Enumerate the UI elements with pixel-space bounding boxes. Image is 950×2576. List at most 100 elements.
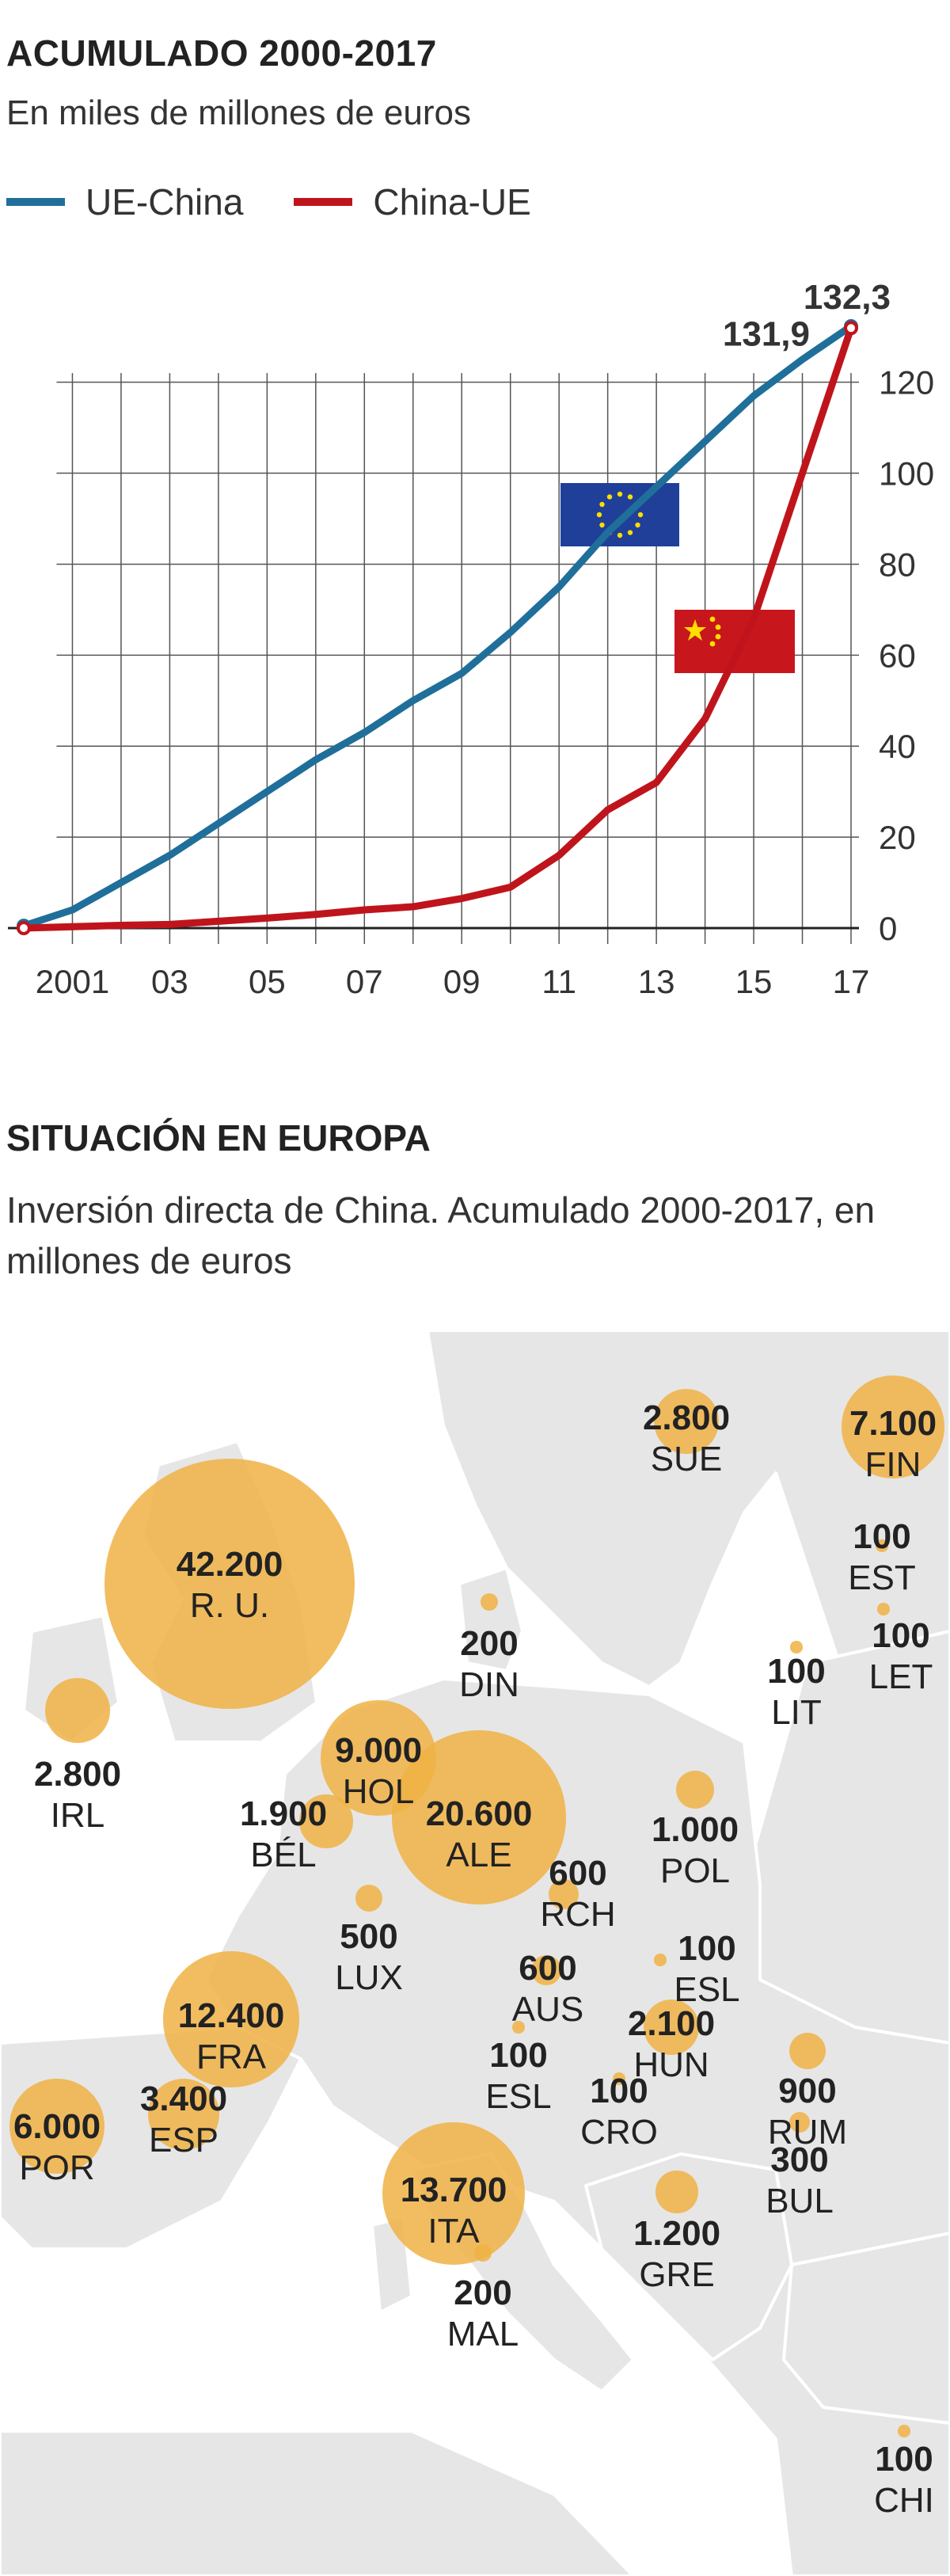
bubble-country-name: HUN bbox=[633, 2045, 709, 2084]
bubble-label-gre: 1.200 GRE bbox=[633, 2213, 720, 2296]
bubble-bel bbox=[299, 1794, 353, 1848]
y-tick-label: 40 bbox=[879, 728, 916, 765]
bubble-cro bbox=[613, 2072, 625, 2085]
bubble-country-name: ALE bbox=[446, 1836, 512, 1874]
map-title: SITUACIÓN EN EUROPA bbox=[6, 1117, 431, 1159]
bubble-country-name: RCH bbox=[540, 1895, 616, 1934]
line-chart: 0 20 40 60 80 100 120 2001 03 05 07 09 11 13 15 17 132… bbox=[8, 278, 934, 1000]
eu-star bbox=[635, 522, 640, 528]
bubble-value: 100 bbox=[590, 2072, 648, 2110]
y-tick-label: 20 bbox=[879, 819, 916, 856]
bubble-country-name: EST bbox=[848, 1558, 916, 1597]
bubble-value: 9.000 bbox=[334, 1731, 423, 1770]
bubble-ru bbox=[104, 1459, 355, 1709]
legend-item-eu-china: UE-China bbox=[6, 181, 243, 223]
bubble-value: 42.200 bbox=[176, 1545, 283, 1584]
legend-label-china-eu: China-UE bbox=[373, 181, 531, 223]
bubble-country-name: LIT bbox=[771, 1693, 822, 1732]
bubble-country-name: GRE bbox=[639, 2255, 715, 2294]
bubble-value: 200 bbox=[454, 2274, 512, 2312]
bubble-country-name: SUE bbox=[650, 1440, 723, 1478]
bubble-value: 3.400 bbox=[139, 2079, 228, 2118]
x-tick-label: 05 bbox=[249, 963, 286, 1000]
turkey-shape bbox=[782, 2232, 950, 2425]
bubble-value: 300 bbox=[770, 2140, 829, 2179]
bubble-value: 500 bbox=[340, 1917, 398, 1956]
bubble-value: 600 bbox=[549, 1854, 607, 1893]
denmark-shape bbox=[458, 1566, 524, 1672]
bubble-ita bbox=[382, 2121, 526, 2266]
map-subtitle: Inversión directa de China. Acumulado 20… bbox=[6, 1189, 876, 1281]
bubble-country-name: MAL bbox=[446, 2315, 519, 2353]
bubble-label-rum: 900 RUM bbox=[768, 2071, 847, 2153]
bubble-rum bbox=[788, 2032, 826, 2070]
bubble-irl bbox=[45, 1678, 110, 1743]
bubble-value: 100 bbox=[872, 1616, 930, 1655]
bubble-gre bbox=[656, 2171, 698, 2213]
bubble-din bbox=[481, 1593, 498, 1611]
bubble-label-mal: 200 MAL bbox=[447, 2273, 519, 2355]
bubble-country-name: R. U. bbox=[189, 1586, 270, 1625]
bubble-let bbox=[877, 1603, 890, 1615]
bubble-hol bbox=[321, 1700, 436, 1816]
north-africa-shape bbox=[0, 2430, 635, 2576]
bubble-label-pol: 1.000 POL bbox=[652, 1809, 739, 1892]
bubble-country-name: POL bbox=[659, 1851, 731, 1890]
bubble-country-name: BÉL bbox=[250, 1836, 317, 1874]
bubble-sue bbox=[654, 1389, 719, 1454]
bubble-country-name: LUX bbox=[335, 1958, 403, 1997]
bubble-hun bbox=[643, 1999, 700, 2056]
bubble-value: 20.600 bbox=[425, 1794, 533, 1833]
bubble-fin bbox=[842, 1376, 944, 1478]
bubble-country-name: ESP bbox=[148, 2121, 219, 2159]
bubble-country-name: IRL bbox=[50, 1796, 105, 1835]
bubble-value: 1.900 bbox=[239, 1794, 328, 1833]
bubble-value: 6.000 bbox=[13, 2107, 101, 2146]
bubble-label-rch: 600 RCH bbox=[540, 1853, 615, 1935]
bubble-label-sue: 2.800 SUE bbox=[643, 1398, 730, 1480]
bubble-label-por: 6.000 POR bbox=[13, 2106, 101, 2189]
eu-star bbox=[627, 494, 633, 500]
eu-star bbox=[596, 512, 602, 518]
bubble-value: 900 bbox=[778, 2072, 837, 2110]
bubble-aus bbox=[531, 1955, 561, 1985]
bubble-value: 200 bbox=[460, 1624, 519, 1663]
bubble-value: 100 bbox=[489, 2036, 548, 2075]
bubble-label-fra: 12.400 FRA bbox=[178, 1996, 285, 2078]
y-tick-label: 60 bbox=[879, 637, 916, 674]
bubble-label-lux: 500 LUX bbox=[335, 1916, 403, 1999]
bubble-value: 600 bbox=[519, 1949, 577, 1988]
bubble-bul bbox=[788, 2111, 811, 2133]
bubble-esp bbox=[148, 2079, 219, 2150]
bubble-label-aus: 600 AUS bbox=[512, 1948, 583, 2030]
bubble-value: 2.800 bbox=[33, 1755, 122, 1794]
y-tick-label: 80 bbox=[879, 546, 916, 583]
bubble-lit bbox=[790, 1641, 803, 1653]
balkans-shape bbox=[584, 2152, 793, 2361]
bubble-country-name: CRO bbox=[580, 2113, 658, 2152]
bubble-value: 100 bbox=[767, 1652, 826, 1691]
bubble-value: 1.200 bbox=[633, 2214, 721, 2253]
bubble-value: 100 bbox=[678, 1929, 736, 1968]
bubble-label-fin: 7.100 FIN bbox=[849, 1403, 937, 1486]
bubble-value: 1.000 bbox=[651, 1810, 739, 1849]
bubble-label-ru: 42.200 R. U. bbox=[177, 1544, 283, 1627]
x-tick-label: 15 bbox=[735, 963, 773, 1000]
bubble-value: 100 bbox=[875, 2440, 933, 2479]
bubble-label-esp: 3.400 ESP bbox=[140, 2079, 227, 2161]
end-label-china-eu: 131,9 bbox=[723, 314, 810, 353]
bubble-mal bbox=[474, 2244, 492, 2262]
europe-map: 42.200 R. U. 20.600 ALE 13.700 ITA 12.400 FRA 9.… bbox=[0, 1330, 950, 2576]
series-line-eu-china bbox=[20, 322, 855, 930]
eu-star bbox=[606, 494, 613, 500]
bubble-country-name: RUM bbox=[767, 2113, 848, 2152]
bubble-est bbox=[876, 1539, 888, 1552]
series-endpoint bbox=[17, 921, 31, 935]
x-tick-label: 2001 bbox=[36, 963, 109, 1000]
y-tick-label: 0 bbox=[879, 910, 897, 947]
legend-item-china-eu: China-UE bbox=[294, 181, 531, 223]
bubble-country-name: CHI bbox=[874, 2481, 934, 2520]
bubble-value: 13.700 bbox=[400, 2171, 507, 2209]
bubble-label-lit: 100 LIT bbox=[767, 1651, 825, 1733]
bubble-rch bbox=[549, 1879, 579, 1909]
